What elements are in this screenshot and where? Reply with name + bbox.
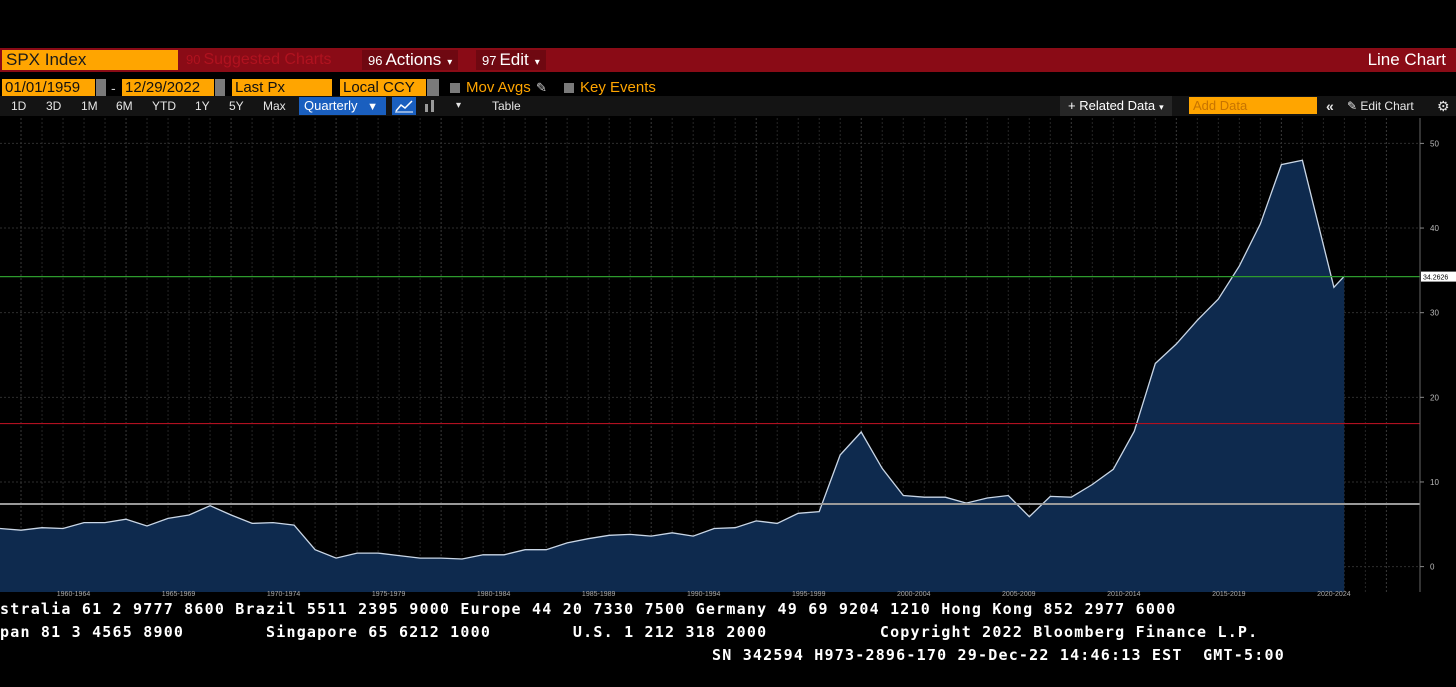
period-1m-button[interactable]: 1M [81,99,98,113]
last-value-label: 34.2626 [1423,275,1448,282]
actions-menu-button[interactable]: 96 Actions ▾ [362,50,459,70]
start-date-field[interactable]: 01/01/1959 [2,79,95,97]
period-ytd-button[interactable]: YTD [152,99,176,113]
x-tick-label: 1960-1964 [57,591,91,598]
frequency-dropdown-icon: ▼ [367,101,378,113]
chart-style-dropdown-icon[interactable]: ▾ [456,100,462,111]
y-tick-label: 30 [1430,309,1439,318]
line-chart-plot[interactable]: 0 10 20 30 40 50 34.2626 1960-1964 1965-1969 197… [0,118,1456,598]
related-data-button[interactable]: + Related Data ▾ [1060,96,1172,116]
start-date-calendar-icon[interactable] [96,79,106,97]
x-tick-label: 1975-1979 [372,591,406,598]
edit-pencil-icon: ✎ [1347,99,1361,113]
key-events-label[interactable]: Key Events [580,79,656,96]
end-date-calendar-icon[interactable] [215,79,225,97]
settings-gear-icon[interactable]: ⚙ [1437,98,1450,114]
currency-dropdown-icon[interactable] [427,79,439,97]
collapse-double-chevron-icon[interactable]: « [1326,98,1334,114]
mov-avgs-checkbox[interactable] [450,83,460,93]
table-button[interactable]: Table [492,99,521,113]
plus-icon: + [1068,98,1080,113]
edit-label: Edit [499,50,529,69]
related-data-label: Related Data [1079,98,1156,113]
suggested-charts-label: Suggested Charts [203,51,332,68]
edit-menu-button[interactable]: 97 Edit ▾ [476,50,546,70]
series-line [0,159,1345,560]
y-tick-label: 0 [1430,563,1435,572]
period-3d-button[interactable]: 3D [46,99,62,113]
key-events-checkbox[interactable] [564,83,574,93]
y-tick-label: 40 [1430,224,1439,233]
x-tick-label: 1980-1984 [477,591,511,598]
edit-chart-button[interactable]: ✎ Edit Chart [1347,96,1414,116]
pencil-icon[interactable]: ✎ [536,80,547,95]
actions-number: 96 [368,53,383,68]
horizontal-reference-lines [0,275,1420,505]
contact-ticker-line-1: stralia 61 2 9777 8600 Brazil 5511 2395 … [0,600,1177,618]
actions-caret-icon: ▾ [447,57,453,68]
line-chart-icon[interactable] [392,97,416,115]
x-tick-label: 1995-1999 [792,591,826,598]
period-1d-button[interactable]: 1D [11,99,27,113]
y-tick-label: 20 [1430,393,1439,402]
y-tick-label: 50 [1430,139,1439,148]
options-row: 01/01/1959 - 12/29/2022 Last Px Local CC… [0,77,1456,97]
edit-number: 97 [482,53,497,68]
related-data-caret-icon: ▾ [1159,102,1164,112]
x-tick-label: 2005-2009 [1002,591,1036,598]
chart-type-title: Line Chart [1367,50,1446,69]
series-area [0,160,1345,593]
end-date-field[interactable]: 12/29/2022 [122,79,214,97]
x-tick-label: 1990-1994 [687,591,721,598]
frequency-selector[interactable]: Quarterly ▼ [299,97,386,115]
suggested-charts-number: 90 [186,52,201,67]
period-6m-button[interactable]: 6M [116,99,133,113]
period-5y-button[interactable]: 5Y [229,99,244,113]
field-selector[interactable]: Last Px [232,79,332,97]
currency-selector[interactable]: Local CCY [340,79,426,97]
x-tick-label: 2010-2014 [1107,591,1141,598]
x-tick-label: 2020-2024 [1317,591,1351,598]
x-tick-label: 1985-1989 [582,591,616,598]
x-tick-label: 1965-1969 [162,591,196,598]
session-info-line: SN 342594 H973-2896-170 29-Dec-22 14:46:… [712,646,1285,664]
actions-label: Actions [385,50,442,69]
y-tick-label: 10 [1430,478,1439,487]
x-axis: 1960-1964 1965-1969 1970-1974 1975-1979 1980… [57,591,1351,598]
period-1y-button[interactable]: 1Y [195,99,210,113]
security-input[interactable]: SPX Index [2,50,178,70]
y-axis: 0 10 20 30 40 50 34.2626 [1419,118,1456,592]
x-tick-label: 1970-1974 [267,591,301,598]
mov-avgs-label[interactable]: Mov Avgs [466,79,531,96]
edit-chart-label: Edit Chart [1360,99,1414,113]
date-range-separator: - [111,80,116,96]
bar-chart-icon[interactable] [420,97,440,115]
frequency-label: Quarterly [304,98,358,113]
suggested-charts-button[interactable]: 90 Suggested Charts [182,50,358,70]
x-tick-label: 2000-2004 [897,591,931,598]
add-data-input[interactable]: Add Data [1189,97,1317,114]
period-max-button[interactable]: Max [263,99,286,113]
x-tick-label: 2015-2019 [1212,591,1246,598]
contact-ticker-line-2: pan 81 3 4565 8900 Singapore 65 6212 100… [0,623,1259,641]
edit-caret-icon: ▾ [534,57,540,68]
period-toolbar: 1D 3D 1M 6M YTD 1Y 5Y Max Quarterly ▼ ▾ … [0,96,1456,116]
top-toolbar [0,48,1456,72]
last-value-tag [1421,271,1456,282]
